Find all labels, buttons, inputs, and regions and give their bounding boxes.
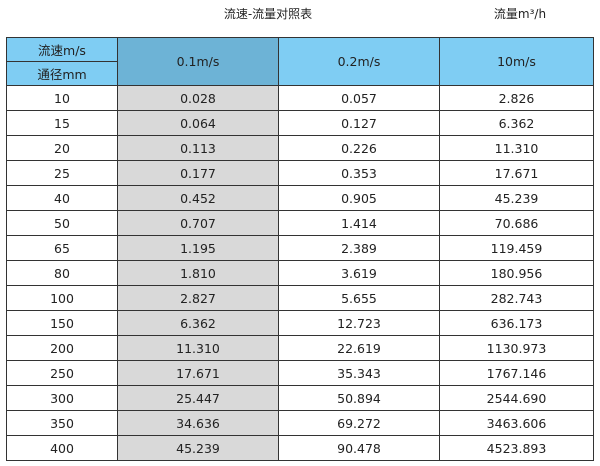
table-row: 10 0.028 0.057 2.826 [6, 85, 594, 111]
table-row: 200 11.310 22.619 1130.973 [6, 335, 594, 361]
diameter-cell: 50 [6, 210, 118, 236]
flow-cell: 0.353 [278, 160, 440, 186]
column-header-10: 10m/s [439, 37, 594, 86]
header-row: 通径mm [6, 61, 594, 86]
flow-cell: 2.826 [439, 85, 594, 111]
flow-cell: 12.723 [278, 310, 440, 336]
diameter-cell: 80 [6, 260, 118, 286]
table-row: 50 0.707 1.414 70.686 [6, 210, 594, 236]
header-row: 流速m/s 0.1m/s 0.2m/s 10m/s [6, 37, 594, 86]
flow-cell: 22.619 [278, 335, 440, 361]
diameter-cell: 10 [6, 85, 118, 111]
flow-cell: 5.655 [278, 285, 440, 311]
table-row: 20 0.113 0.226 11.310 [6, 135, 594, 161]
flow-cell: 3463.606 [439, 410, 594, 436]
flow-cell: 282.743 [439, 285, 594, 311]
diameter-cell: 250 [6, 360, 118, 386]
column-header-0.1: 0.1m/s [117, 37, 279, 86]
flow-cell: 0.452 [117, 185, 279, 211]
flow-cell: 35.343 [278, 360, 440, 386]
flow-cell: 0.113 [117, 135, 279, 161]
flow-cell: 69.272 [278, 410, 440, 436]
flow-cell: 0.057 [278, 85, 440, 111]
diameter-cell: 400 [6, 435, 118, 461]
flow-cell: 34.636 [117, 410, 279, 436]
table-row: 65 1.195 2.389 119.459 [6, 235, 594, 261]
diameter-cell: 100 [6, 285, 118, 311]
flow-cell: 2544.690 [439, 385, 594, 411]
flow-cell: 2.389 [278, 235, 440, 261]
table-row: 300 25.447 50.894 2544.690 [6, 385, 594, 411]
table-row: 250 17.671 35.343 1767.146 [6, 360, 594, 386]
flow-cell: 1.195 [117, 235, 279, 261]
flow-cell: 0.707 [117, 210, 279, 236]
diameter-cell: 150 [6, 310, 118, 336]
flow-cell: 11.310 [117, 335, 279, 361]
flow-cell: 0.127 [278, 110, 440, 136]
diameter-cell: 20 [6, 135, 118, 161]
flow-cell: 6.362 [117, 310, 279, 336]
flow-cell: 1.414 [278, 210, 440, 236]
table-row: 100 2.827 5.655 282.743 [6, 285, 594, 311]
flow-cell: 1.810 [117, 260, 279, 286]
diameter-header: 通径mm [6, 61, 118, 86]
table-row: 25 0.177 0.353 17.671 [6, 160, 594, 186]
flow-cell: 0.028 [117, 85, 279, 111]
flow-cell: 45.239 [117, 435, 279, 461]
diameter-cell: 25 [6, 160, 118, 186]
flow-cell: 17.671 [117, 360, 279, 386]
flow-cell: 90.478 [278, 435, 440, 461]
table-row: 350 34.636 69.272 3463.606 [6, 410, 594, 436]
flow-cell: 0.064 [117, 110, 279, 136]
flow-cell: 25.447 [117, 385, 279, 411]
table-row: 400 45.239 90.478 4523.893 [6, 435, 594, 461]
flow-velocity-table: 流速m/s 0.1m/s 0.2m/s 10m/s 通径mm 10 0.028 0.… [6, 37, 594, 461]
diameter-cell: 350 [6, 410, 118, 436]
flow-cell: 45.239 [439, 185, 594, 211]
flow-cell: 636.173 [439, 310, 594, 336]
column-header-0.2: 0.2m/s [278, 37, 440, 86]
diameter-cell: 40 [6, 185, 118, 211]
flow-cell: 180.956 [439, 260, 594, 286]
table-title: 流速-流量对照表 [223, 7, 313, 21]
diameter-cell: 300 [6, 385, 118, 411]
flow-cell: 70.686 [439, 210, 594, 236]
flow-unit-label: 流量m³/h [493, 7, 547, 21]
flow-cell: 1130.973 [439, 335, 594, 361]
flow-cell: 0.226 [278, 135, 440, 161]
flow-cell: 3.619 [278, 260, 440, 286]
table-row: 80 1.810 3.619 180.956 [6, 260, 594, 286]
flow-cell: 17.671 [439, 160, 594, 186]
diameter-cell: 200 [6, 335, 118, 361]
table-row: 150 6.362 12.723 636.173 [6, 310, 594, 336]
table-row: 40 0.452 0.905 45.239 [6, 185, 594, 211]
flow-cell: 0.177 [117, 160, 279, 186]
flow-cell: 2.827 [117, 285, 279, 311]
flow-cell: 119.459 [439, 235, 594, 261]
diameter-cell: 15 [6, 110, 118, 136]
flow-cell: 0.905 [278, 185, 440, 211]
flow-cell: 11.310 [439, 135, 594, 161]
table-row: 15 0.064 0.127 6.362 [6, 110, 594, 136]
diameter-cell: 65 [6, 235, 118, 261]
flow-cell: 50.894 [278, 385, 440, 411]
flow-cell: 6.362 [439, 110, 594, 136]
flow-cell: 4523.893 [439, 435, 594, 461]
velocity-header: 流速m/s [6, 37, 118, 62]
flow-cell: 1767.146 [439, 360, 594, 386]
